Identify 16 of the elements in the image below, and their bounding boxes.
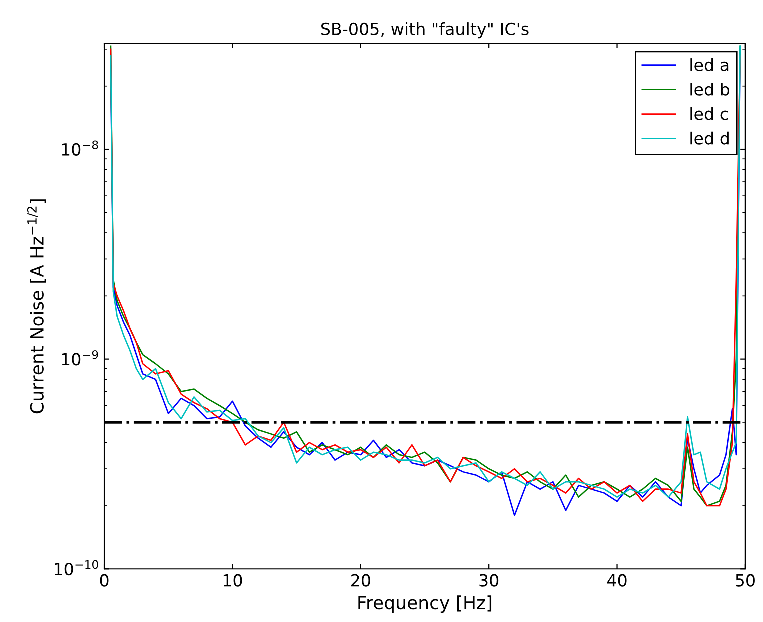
x-tick-label: 40	[607, 574, 627, 587]
x-tick-label: 0	[100, 574, 109, 587]
y-tick-label: 10$^{−10}$	[55, 560, 98, 576]
x-tick-label: 20	[352, 574, 370, 587]
y-tick-label: 10$^{−9}$	[62, 350, 98, 366]
x-tick-label: 30	[480, 574, 499, 587]
x-tick-label: 50	[736, 574, 755, 587]
x-tick-label: 10	[224, 574, 242, 587]
legend-label: led b	[690, 83, 730, 96]
legend-label: led d	[690, 132, 729, 145]
y-tick-label: 10$^{−8}$	[62, 140, 98, 156]
y-axis-title: Current Noise [A Hz$^{−1/2}$]	[27, 200, 46, 414]
chart-title: SB-005, with "faulty" IC's	[321, 22, 529, 39]
legend-label: led a	[690, 58, 729, 72]
x-axis-title: Frequency [Hz]	[358, 596, 492, 614]
legend-label: led c	[690, 107, 728, 120]
